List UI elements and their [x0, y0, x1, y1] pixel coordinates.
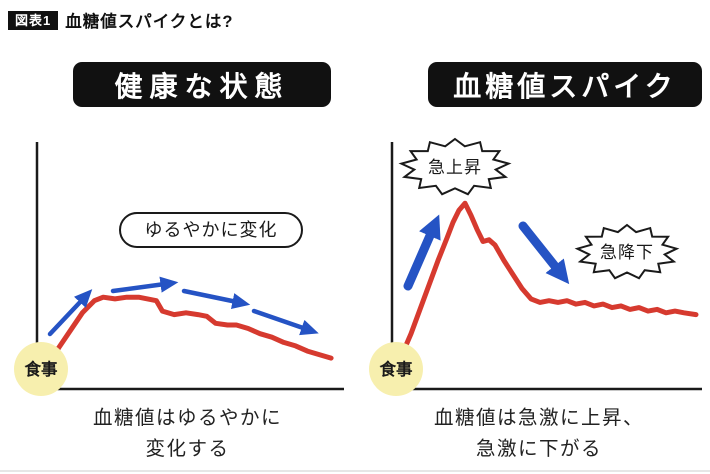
spike-down-arrow — [518, 221, 570, 285]
burst-down-label: 急降下 — [600, 243, 654, 262]
right-panel-header: 血糖値スパイク — [428, 62, 702, 107]
annotation-bubble — [119, 212, 303, 248]
figure-badge: 図表1 — [8, 10, 59, 30]
glucose-curve — [38, 294, 334, 371]
chart-axes — [35, 142, 344, 391]
spike-up-arrow — [403, 214, 441, 291]
left-caption-line2: 変化する — [145, 438, 230, 460]
meal-label: 食事 — [380, 359, 414, 379]
trend-arrow-rise — [47, 289, 93, 337]
meal-label: 食事 — [25, 359, 59, 379]
annotation-label: ゆるやかに変化 — [145, 220, 278, 240]
burst-bubble-up — [398, 137, 512, 196]
title-row: 図表1 血糖値スパイクとは? — [8, 8, 233, 32]
trend-arrow-flat — [110, 276, 179, 294]
healthy-state-chart: ゆるやかに変化 食事 — [14, 142, 344, 396]
trend-arrow-decline-1 — [181, 288, 251, 310]
burst-bubble-down — [574, 223, 680, 280]
glucose-curve — [393, 200, 699, 371]
meal-circle — [14, 342, 68, 396]
trend-arrow-decline-2 — [251, 308, 319, 336]
spike-chart: 急上昇 急降下 食事 — [369, 137, 702, 396]
bottom-divider — [0, 470, 710, 472]
right-caption-line1: 血糖値は急激に上昇、 — [433, 407, 644, 429]
page-title: 血糖値スパイクとは? — [65, 13, 234, 31]
left-caption-line1: 血糖値はゆるやかに — [92, 407, 282, 429]
meal-circle — [369, 342, 423, 396]
left-panel-header: 健康な状態 — [73, 62, 331, 107]
right-caption-line2: 急激に下がる — [475, 438, 602, 460]
burst-up-label: 急上昇 — [428, 158, 482, 177]
